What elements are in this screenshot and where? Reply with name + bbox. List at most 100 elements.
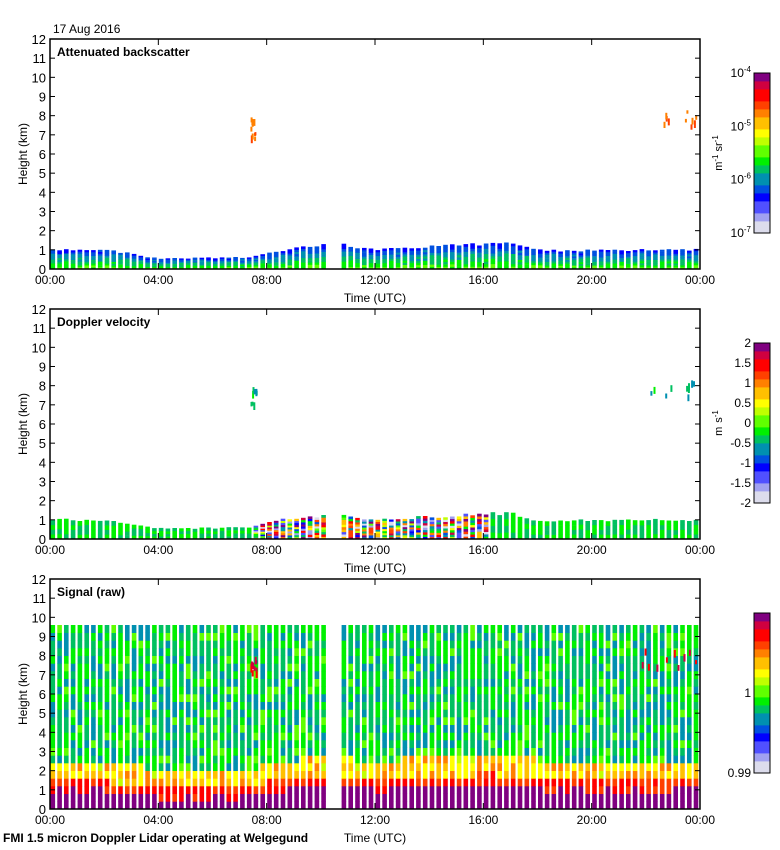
profile-cell	[118, 252, 123, 255]
profile-cell	[287, 740, 293, 748]
profile-cell	[301, 534, 306, 538]
profile-cell	[280, 709, 286, 718]
profile-cell	[483, 686, 489, 695]
cloud-echo	[686, 385, 689, 392]
profile-cell	[341, 632, 347, 641]
profile-cell	[273, 694, 279, 702]
profile-cell	[382, 528, 387, 532]
profile-cell	[57, 640, 62, 649]
profile-cell	[463, 254, 469, 257]
profile-cell	[321, 770, 326, 779]
profile-cell	[341, 258, 347, 262]
profile-cell	[145, 709, 150, 718]
profile-cell	[267, 260, 272, 263]
profile-cell	[280, 251, 286, 254]
profile-cell	[578, 256, 584, 259]
profile-cell	[77, 257, 83, 260]
profile-cell	[558, 724, 563, 733]
profile-cell	[477, 632, 482, 641]
profile-cell	[301, 740, 306, 748]
profile-cell	[389, 525, 394, 528]
profile-cell	[111, 640, 116, 649]
profile-cell	[402, 537, 408, 540]
profile-cell	[443, 254, 448, 258]
y-tick-label: 8	[39, 379, 46, 394]
profile-cell	[524, 778, 530, 787]
profile-cell	[416, 655, 421, 664]
profile-cell	[422, 262, 428, 265]
profile-cell	[612, 786, 618, 794]
profile-cell	[172, 266, 177, 269]
colorbar-swatch	[754, 487, 770, 492]
profile-cell	[585, 663, 590, 672]
profile-cell	[280, 640, 286, 649]
profile-cell	[125, 732, 130, 741]
profile-cell	[409, 671, 414, 679]
profile-cell	[172, 740, 177, 748]
profile-cell	[443, 521, 448, 525]
profile-cell	[659, 778, 665, 787]
profile-cell	[585, 763, 590, 771]
profile-cell	[646, 256, 651, 259]
profile-cell	[490, 709, 496, 718]
profile-cell	[639, 267, 645, 270]
colorbar-swatch	[754, 677, 770, 682]
colorbar-swatch	[754, 213, 770, 218]
profile-cell	[517, 259, 523, 263]
profile-cell	[64, 732, 69, 741]
profile-cell	[395, 252, 401, 255]
profile-cell	[653, 717, 658, 725]
profile-cell	[355, 678, 360, 687]
profile-cell	[267, 648, 272, 656]
profile-cell	[368, 525, 374, 528]
profile-cell	[571, 801, 577, 810]
profile-cell	[84, 632, 89, 641]
profile-cell	[294, 778, 299, 787]
profile-cell	[84, 724, 89, 733]
profile-cell	[287, 732, 293, 741]
profile-cell	[131, 763, 137, 771]
profile-cell	[402, 640, 408, 649]
profile-cell	[646, 257, 651, 260]
profile-cell	[673, 534, 678, 540]
profile-cell	[355, 655, 360, 664]
profile-cell	[321, 663, 326, 672]
profile-cell	[659, 747, 665, 756]
profile-cell	[571, 763, 577, 771]
profile-cell	[267, 701, 272, 710]
profile-cell	[375, 529, 381, 532]
profile-cell	[375, 252, 381, 255]
profile-cell	[517, 533, 523, 540]
profile-cell	[450, 259, 455, 262]
profile-cell	[402, 535, 408, 538]
profile-cell	[219, 747, 225, 756]
profile-cell	[531, 747, 536, 756]
profile-cell	[206, 533, 211, 537]
profile-cell	[273, 709, 279, 718]
profile-cell	[240, 266, 245, 269]
profile-cell	[158, 686, 164, 695]
profile-cell	[260, 655, 265, 664]
profile-cell	[260, 778, 265, 787]
profile-cell	[199, 724, 205, 733]
profile-cell	[253, 531, 259, 533]
profile-cell	[104, 259, 110, 262]
y-tick-label: 12	[32, 302, 46, 317]
profile-cell	[375, 523, 381, 526]
profile-cell	[185, 259, 191, 261]
profile-cell	[626, 640, 631, 649]
profile-cell	[91, 655, 96, 664]
profile-cell	[97, 253, 103, 256]
profile-cell	[341, 655, 347, 664]
profile-cell	[185, 264, 191, 267]
colorbar-swatch	[754, 761, 770, 766]
colorbar-swatch	[754, 221, 770, 226]
profile-cell	[321, 740, 326, 748]
profile-cell	[246, 732, 252, 741]
profile-cell	[571, 261, 577, 264]
profile-cell	[280, 534, 286, 538]
profile-cell	[240, 801, 245, 810]
profile-cell	[321, 709, 326, 718]
profile-cell	[84, 686, 89, 695]
